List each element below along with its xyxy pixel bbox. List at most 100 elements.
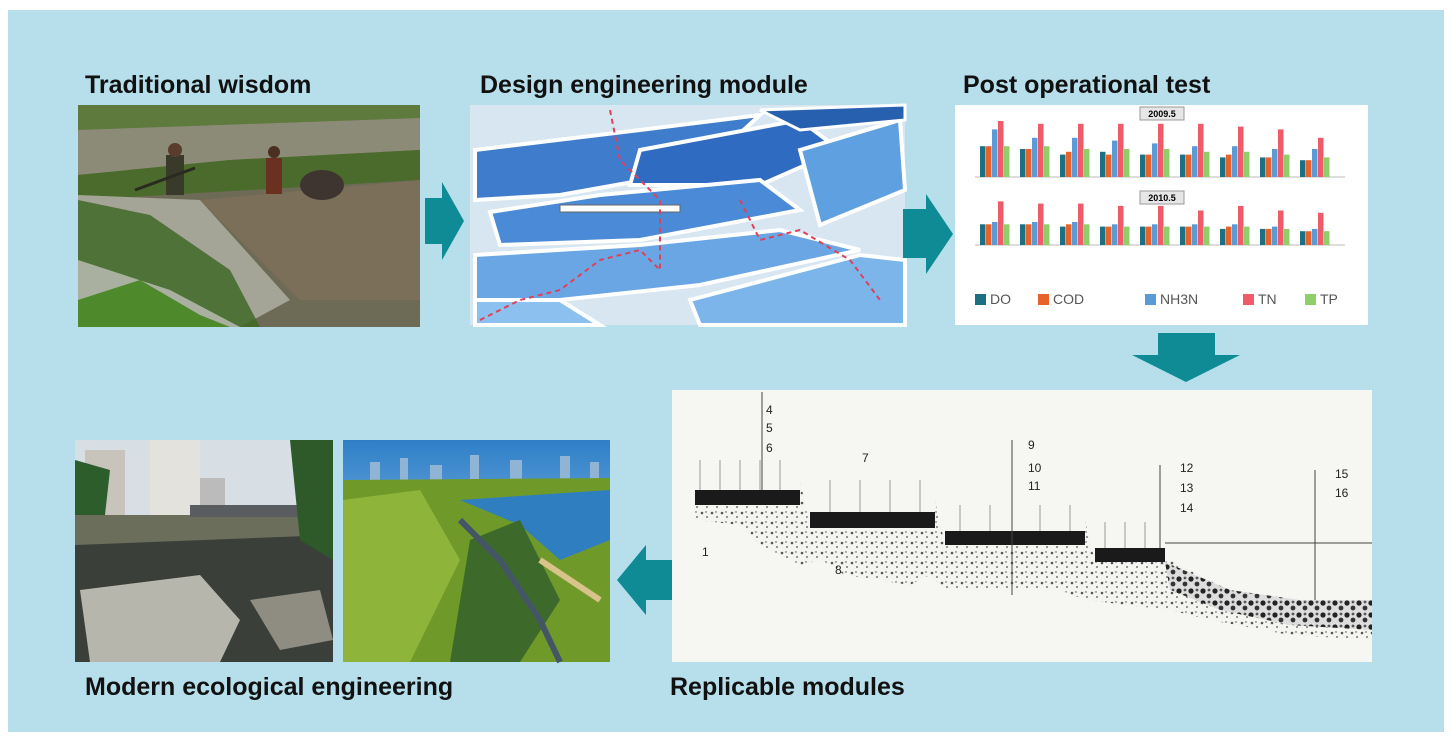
- bar: [1038, 124, 1044, 177]
- bar: [1124, 149, 1130, 177]
- bar: [1232, 146, 1238, 177]
- bar: [1020, 149, 1026, 177]
- bar: [1158, 206, 1164, 245]
- bar: [1146, 155, 1152, 177]
- bar: [1324, 157, 1330, 177]
- bar: [1180, 155, 1186, 177]
- bar: [1066, 152, 1072, 177]
- polluted-river-photo: [75, 440, 333, 662]
- legend-label: TP: [1320, 291, 1338, 307]
- bar: [1198, 124, 1204, 177]
- panel-title: Traditional wisdom: [85, 71, 311, 99]
- bar: [1238, 127, 1244, 177]
- bar: [1078, 124, 1084, 177]
- bar: [1278, 211, 1284, 246]
- callout-number: 15: [1335, 467, 1349, 481]
- bar: [1306, 231, 1312, 245]
- callout-number: 11: [1028, 479, 1041, 493]
- bar: [1060, 155, 1066, 177]
- callout-number: 7: [862, 451, 869, 465]
- legend-label: DO: [990, 291, 1011, 307]
- bar: [1032, 138, 1038, 177]
- bar: [1226, 227, 1232, 245]
- bar: [1084, 149, 1090, 177]
- bar: [1232, 224, 1238, 245]
- bar: [1140, 155, 1146, 177]
- bar: [1146, 227, 1152, 245]
- bar: [1020, 224, 1026, 245]
- bar: [1152, 224, 1158, 245]
- bar: [1226, 155, 1232, 177]
- bar: [1124, 227, 1130, 245]
- bar: [1118, 206, 1124, 245]
- bar: [1180, 227, 1186, 245]
- bar: [1260, 229, 1266, 245]
- bar: [1152, 143, 1158, 177]
- bar: [1324, 231, 1330, 245]
- callout-number: 6: [766, 441, 773, 455]
- bar: [1106, 155, 1112, 177]
- design-plan: [470, 105, 905, 325]
- bar: [1118, 124, 1124, 177]
- bar: [1318, 138, 1324, 177]
- bar: [1284, 229, 1290, 245]
- callout-number: 1: [702, 545, 709, 559]
- callout-number: 16: [1335, 486, 1349, 500]
- bar: [1004, 146, 1010, 177]
- legend-swatch: [1305, 294, 1316, 305]
- bar: [1272, 227, 1278, 245]
- panel-title: Replicable modules: [670, 673, 905, 701]
- bar: [1106, 227, 1112, 245]
- bar: [1192, 224, 1198, 245]
- bar: [1244, 152, 1250, 177]
- diagram: Traditional wisdom Design engineering mo…: [0, 0, 1452, 739]
- bar: [1284, 155, 1290, 177]
- bar: [986, 224, 992, 245]
- bar: [1140, 227, 1146, 245]
- chart-title: 2009.5: [1148, 109, 1176, 119]
- bar: [1004, 224, 1010, 245]
- legend-swatch: [1243, 294, 1254, 305]
- bar: [1238, 206, 1244, 245]
- bar: [1072, 138, 1078, 177]
- bar: [1026, 224, 1032, 245]
- bar: [1244, 227, 1250, 245]
- bar: [992, 222, 998, 245]
- bar: [998, 121, 1004, 177]
- bar: [1038, 204, 1044, 245]
- panel-title: Modern ecological engineering: [85, 673, 453, 701]
- legend-label: TN: [1258, 291, 1277, 307]
- panel-title: Design engineering module: [480, 71, 808, 99]
- bar: [1060, 227, 1066, 245]
- bar: [1300, 160, 1306, 177]
- bar: [980, 146, 986, 177]
- bar: [1066, 224, 1072, 245]
- callout-number: 13: [1180, 481, 1194, 495]
- bar: [1204, 227, 1210, 245]
- bar: [1112, 224, 1118, 245]
- bar: [1084, 224, 1090, 245]
- bar: [1204, 152, 1210, 177]
- legend-swatch: [975, 294, 986, 305]
- bar: [1100, 227, 1106, 245]
- bar: [1260, 157, 1266, 177]
- bar: [1072, 222, 1078, 245]
- bar: [1158, 124, 1164, 177]
- bar: [1300, 231, 1306, 245]
- panel-title: Post operational test: [963, 71, 1211, 99]
- bar: [1220, 157, 1226, 177]
- bar: [980, 224, 986, 245]
- legend-label: COD: [1053, 291, 1084, 307]
- callout-number: 4: [766, 403, 773, 417]
- bar: [1272, 149, 1278, 177]
- bar: [1032, 222, 1038, 245]
- bar: [1100, 152, 1106, 177]
- callout-number: 14: [1180, 501, 1194, 515]
- chart-title: 2010.5: [1148, 193, 1176, 203]
- callout-number: 12: [1180, 461, 1194, 475]
- bar: [1318, 213, 1324, 245]
- bar: [1026, 149, 1032, 177]
- bar: [1044, 146, 1050, 177]
- callout-number: 10: [1028, 461, 1042, 475]
- bar: [1198, 211, 1204, 246]
